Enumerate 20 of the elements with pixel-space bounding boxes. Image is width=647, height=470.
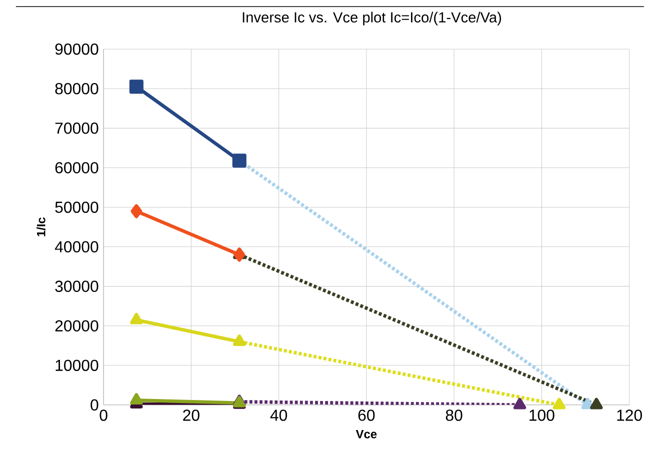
y-tick-label: 30000 [55, 280, 98, 292]
x-tick-label: 40 [270, 410, 288, 421]
y-tick-label: 50000 [55, 202, 98, 213]
x-tick-label: 20 [183, 410, 200, 421]
x-tick-label: 0 [100, 410, 108, 421]
y-tick-label: 0 [90, 399, 98, 411]
x-tick-label: 120 [617, 410, 642, 421]
y-tick-label: 60000 [55, 162, 98, 174]
y-tick-label: 10000 [56, 360, 98, 372]
x-tick-label: 80 [446, 410, 462, 421]
chart-title: Inverse Ic vs. Vce plot Ic=Ico/(1-Vce/Va) [242, 12, 502, 26]
x-axis-title: Vce [356, 430, 377, 438]
x-tick-label: 60 [358, 410, 375, 421]
y-tick-label: 40000 [54, 241, 98, 252]
y-tick-label: 20000 [55, 320, 98, 332]
y-tick-label: 70000 [55, 122, 98, 134]
x-tick-label: 100 [530, 410, 554, 421]
y-tick-label: 90000 [55, 44, 98, 55]
y-axis-title: 1/Ic [36, 217, 46, 236]
y-tick-label: 80000 [55, 83, 98, 94]
